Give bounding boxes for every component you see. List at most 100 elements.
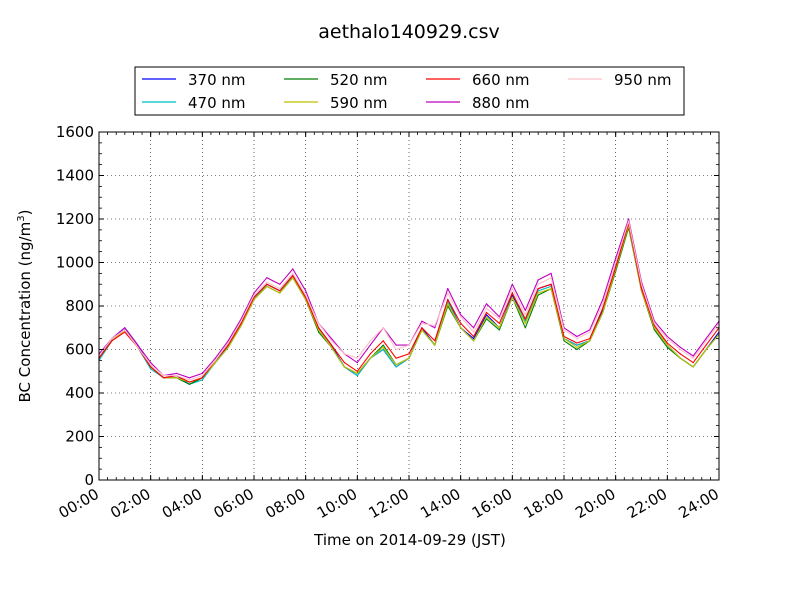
data-point	[395, 357, 397, 359]
data-point	[266, 277, 268, 279]
data-point	[447, 303, 449, 305]
data-point	[356, 372, 358, 374]
data-point	[356, 357, 358, 359]
data-point	[124, 329, 126, 331]
data-point	[460, 316, 462, 318]
data-point	[175, 375, 178, 377]
data-point	[175, 377, 178, 379]
legend-label: 370 nm	[188, 71, 246, 89]
data-point	[537, 283, 539, 285]
data-point	[330, 344, 333, 346]
data-point	[305, 290, 307, 292]
y-tick-label: 600	[65, 341, 94, 359]
data-point	[460, 327, 462, 329]
data-point	[485, 314, 488, 316]
data-point	[692, 355, 694, 357]
data-point	[524, 314, 526, 316]
data-point	[382, 340, 384, 342]
data-point	[292, 272, 294, 274]
data-point	[473, 338, 475, 340]
legend-entry: 370 nm	[142, 71, 246, 89]
data-point	[343, 366, 345, 368]
data-point	[460, 322, 462, 324]
data-point	[188, 379, 190, 381]
data-point	[576, 335, 578, 338]
data-point	[679, 348, 681, 351]
data-point	[485, 303, 488, 305]
legend-entry: 880 nm	[426, 94, 530, 112]
data-point	[511, 283, 513, 285]
data-point	[692, 362, 694, 364]
data-point	[628, 220, 630, 222]
legend-box	[134, 66, 685, 116]
data-point	[563, 335, 565, 338]
data-point	[421, 322, 423, 324]
data-point	[447, 292, 449, 294]
data-point	[188, 381, 190, 383]
data-point	[537, 292, 539, 294]
data-point	[240, 318, 242, 320]
data-point	[602, 311, 604, 314]
data-point	[434, 340, 436, 342]
data-point	[434, 325, 436, 327]
data-point	[666, 346, 668, 348]
data-point	[214, 357, 216, 359]
data-point	[511, 292, 513, 294]
data-point	[498, 318, 500, 320]
data-point	[498, 327, 500, 329]
data-point	[227, 342, 229, 344]
data-point	[356, 375, 358, 377]
data-point	[524, 322, 526, 324]
data-point	[602, 307, 604, 309]
data-point	[253, 294, 255, 296]
data-point	[137, 344, 139, 346]
data-point	[524, 327, 526, 329]
data-point	[563, 329, 565, 331]
data-point	[188, 377, 190, 379]
y-axis-label: BC Concentration (ng/m3)	[16, 210, 34, 403]
data-point	[227, 346, 229, 348]
legend-label: 880 nm	[472, 94, 530, 112]
data-point	[576, 348, 578, 351]
plot-area	[98, 131, 720, 481]
data-point	[279, 288, 281, 290]
data-point	[279, 292, 281, 294]
data-point	[240, 320, 242, 322]
data-point	[705, 344, 707, 346]
data-point	[214, 359, 216, 361]
data-point	[240, 325, 242, 327]
data-point	[356, 370, 358, 372]
legend: 370 nm 470 nm 520 nm 590 nm 660 nm 880 nm 950 …	[134, 66, 685, 116]
data-point	[692, 366, 694, 368]
y-tick-label: 400	[65, 384, 94, 402]
data-point	[214, 362, 216, 364]
data-point	[653, 327, 656, 329]
data-point	[524, 309, 526, 311]
data-point	[318, 322, 320, 324]
data-point	[666, 338, 668, 340]
data-point	[318, 327, 320, 329]
y-tick-label: 1200	[56, 210, 94, 228]
data-point	[369, 353, 371, 355]
legend-label: 590 nm	[330, 94, 388, 112]
data-point	[330, 340, 333, 342]
data-point	[537, 288, 539, 290]
y-tick-label: 1400	[56, 167, 94, 185]
data-point	[150, 366, 152, 368]
data-point	[266, 283, 268, 285]
chart-title: aethalo140929.csv	[318, 21, 500, 43]
data-point	[485, 318, 488, 320]
data-point	[137, 346, 139, 348]
data-point	[576, 338, 578, 340]
data-point	[589, 331, 591, 333]
data-point	[485, 316, 488, 318]
y-axis-label-superscript: 3	[16, 215, 27, 221]
data-point	[292, 277, 294, 279]
data-point	[511, 288, 513, 290]
data-point	[485, 311, 488, 314]
data-point	[163, 375, 165, 377]
data-point	[473, 327, 475, 329]
data-point	[615, 257, 617, 259]
data-point	[330, 346, 333, 348]
